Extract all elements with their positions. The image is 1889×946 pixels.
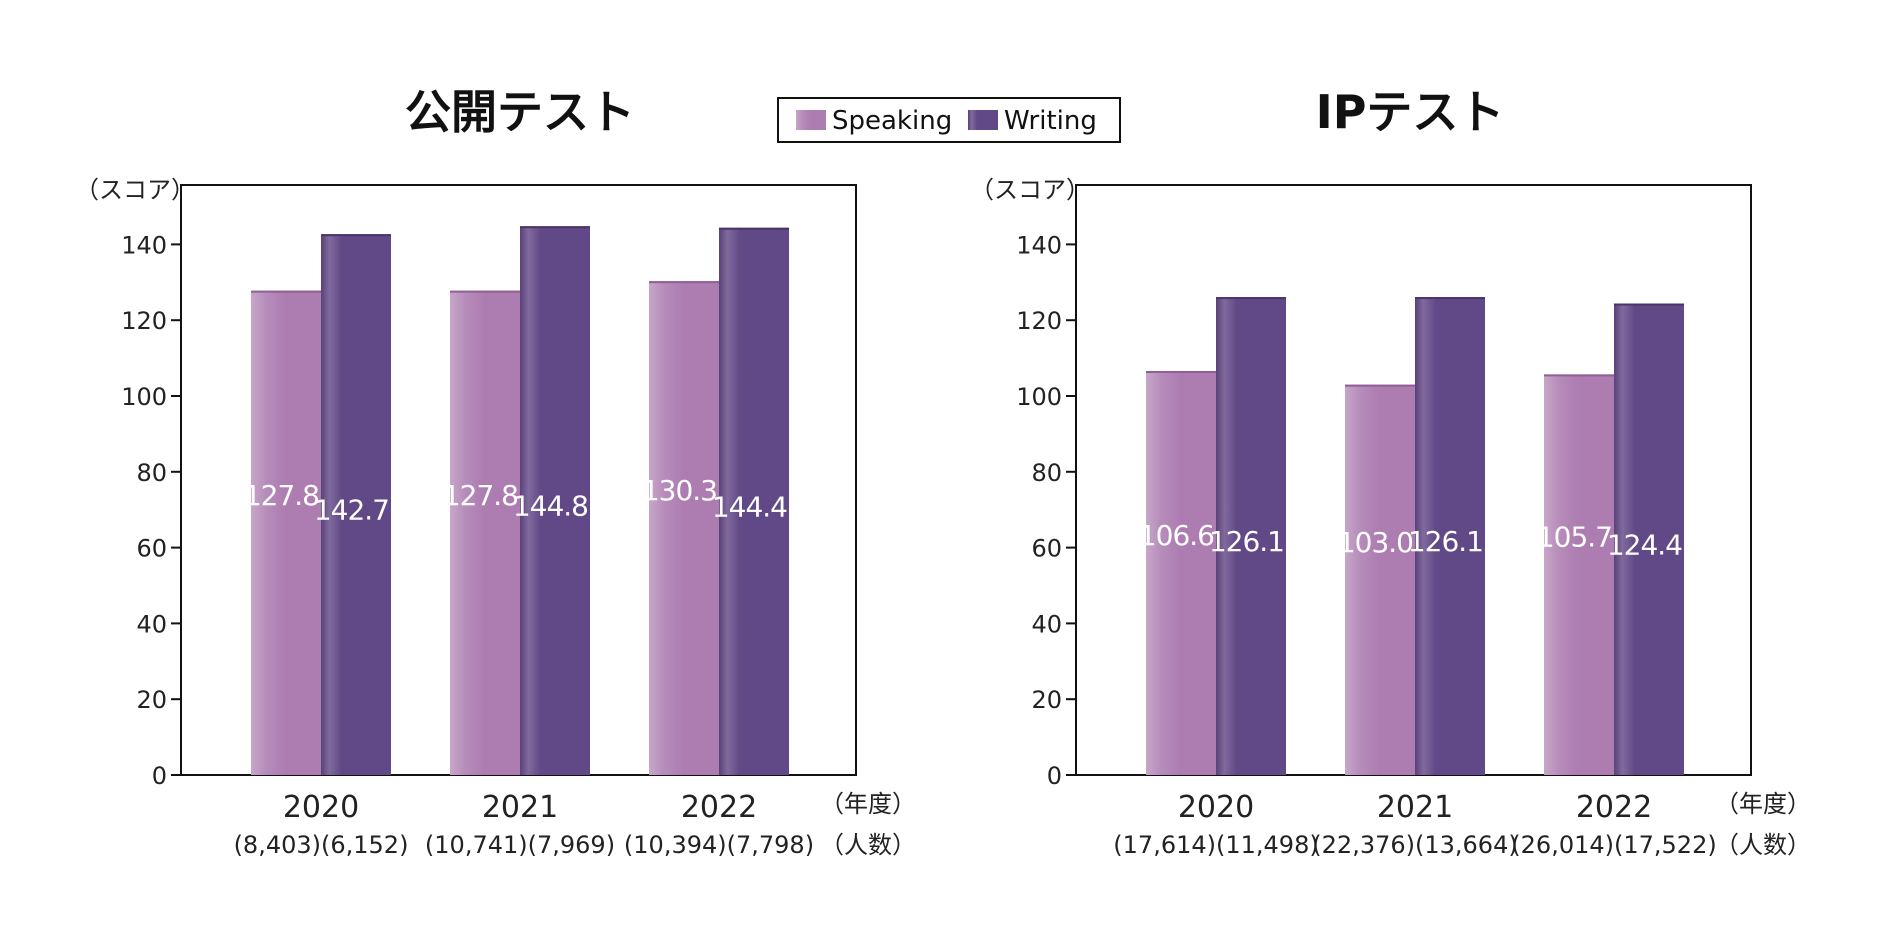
bar-speaking-2021 xyxy=(1345,384,1415,775)
chart-title: 公開テスト xyxy=(405,85,635,139)
y-tick-label: 40 xyxy=(1031,610,1062,638)
legend-swatch-speaking xyxy=(796,110,826,130)
respondent-count: (17,614)(11,498) xyxy=(1113,831,1318,859)
y-tick-label: 140 xyxy=(121,231,167,259)
value-label: 127.8 xyxy=(443,479,518,512)
value-label: 105.7 xyxy=(1537,521,1612,554)
value-label: 144.8 xyxy=(513,490,588,523)
bar-writing-2020 xyxy=(321,234,391,776)
x-axis-unit: （年度） xyxy=(1715,790,1811,818)
respondent-count: (26,014)(17,522) xyxy=(1511,831,1716,859)
respondent-count: (8,403)(6,152) xyxy=(234,831,409,859)
bar-top-edge xyxy=(251,290,321,293)
value-label: 124.4 xyxy=(1607,528,1682,561)
respondent-count: (10,394)(7,798) xyxy=(624,831,814,859)
y-tick-label: 120 xyxy=(121,307,167,335)
bar-top-edge xyxy=(1345,384,1415,387)
bar-writing-2022 xyxy=(1614,303,1684,775)
x-tick-label: 2021 xyxy=(482,790,558,825)
value-label: 103.0 xyxy=(1338,526,1413,559)
value-label: 126.1 xyxy=(1408,525,1483,558)
y-tick-label: 20 xyxy=(1031,686,1062,714)
chart-title: IPテスト xyxy=(1316,85,1505,139)
bar-speaking-2021 xyxy=(450,290,520,775)
y-tick-label: 140 xyxy=(1016,231,1062,259)
x-axis: 2020 (17,614)(11,498) 2021 (22,376)(13,664)… xyxy=(1113,790,1716,859)
legend-swatch-writing xyxy=(968,110,998,130)
value-label: 127.8 xyxy=(244,479,319,512)
value-label: 144.4 xyxy=(712,490,787,523)
y-tick-label: 80 xyxy=(1031,459,1062,487)
bar-writing-2021 xyxy=(520,226,590,775)
bar-top-edge xyxy=(1415,297,1485,300)
respondent-count: (10,741)(7,969) xyxy=(425,831,615,859)
legend-box xyxy=(777,97,1121,143)
bar-top-edge xyxy=(520,226,590,229)
value-label: 126.1 xyxy=(1209,525,1284,558)
y-tick-label: 40 xyxy=(136,610,167,638)
bar-writing-2020 xyxy=(1216,297,1286,775)
bar-top-edge xyxy=(1544,374,1614,377)
y-tick-label: 0 xyxy=(1047,762,1062,790)
y-axis-unit: （スコア） xyxy=(970,176,1090,204)
x-axis-unit: （年度） xyxy=(820,790,916,818)
y-tick-label: 100 xyxy=(121,383,167,411)
bar-top-edge xyxy=(450,290,520,293)
y-tick-label: 0 xyxy=(152,762,167,790)
legend: Speaking Writing xyxy=(777,97,1121,143)
x-axis: 2020 (8,403)(6,152) 2021 (10,741)(7,969) 202… xyxy=(234,790,815,859)
bar-top-edge xyxy=(1614,303,1684,306)
bar-top-edge xyxy=(719,227,789,230)
y-tick-label: 60 xyxy=(136,535,167,563)
y-axis: 0 20 40 60 80 100 120 140 xyxy=(121,231,181,790)
bar-speaking-2022 xyxy=(1544,374,1614,775)
x-tick-label: 2020 xyxy=(283,790,359,825)
bar-speaking-2020 xyxy=(251,290,321,775)
x-tick-label: 2022 xyxy=(681,790,757,825)
legend-label-writing: Writing xyxy=(1004,106,1097,136)
y-tick-label: 80 xyxy=(136,459,167,487)
y-axis-unit: （スコア） xyxy=(75,176,195,204)
x-tick-label: 2021 xyxy=(1377,790,1453,825)
value-label: 106.6 xyxy=(1139,519,1214,552)
legend-label-speaking: Speaking xyxy=(832,106,952,136)
y-axis: 0 20 40 60 80 100 120 140 xyxy=(1016,231,1076,790)
bar-speaking-2020 xyxy=(1146,370,1216,775)
bar-writing-2021 xyxy=(1415,297,1485,775)
bar-speaking-2022 xyxy=(649,281,719,775)
bar-writing-2022 xyxy=(719,227,789,775)
y-tick-label: 20 xyxy=(136,686,167,714)
value-label: 130.3 xyxy=(642,474,717,507)
value-label: 142.7 xyxy=(314,494,389,527)
bar-top-edge xyxy=(649,281,719,284)
y-tick-label: 100 xyxy=(1016,383,1062,411)
bar-top-edge xyxy=(1146,370,1216,373)
y-tick-label: 60 xyxy=(1031,535,1062,563)
x-tick-label: 2020 xyxy=(1178,790,1254,825)
count-unit: （人数） xyxy=(1715,831,1811,859)
y-tick-label: 120 xyxy=(1016,307,1062,335)
count-unit: （人数） xyxy=(820,831,916,859)
x-tick-label: 2022 xyxy=(1576,790,1652,825)
bar-top-edge xyxy=(1216,297,1286,300)
bar-top-edge xyxy=(321,234,391,237)
respondent-count: (22,376)(13,664) xyxy=(1312,831,1517,859)
